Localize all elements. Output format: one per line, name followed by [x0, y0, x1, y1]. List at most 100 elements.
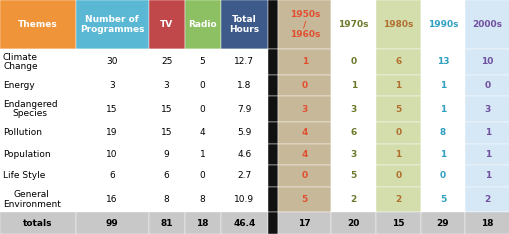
Bar: [375, 187, 420, 212]
Text: 18: 18: [480, 219, 493, 228]
Text: 3: 3: [484, 105, 490, 114]
Bar: [277, 187, 331, 212]
Text: 2: 2: [484, 195, 490, 204]
Bar: [331, 96, 375, 122]
Bar: [277, 212, 331, 234]
Bar: [184, 0, 220, 49]
Bar: [464, 143, 509, 165]
Bar: [375, 49, 420, 75]
Text: 20: 20: [347, 219, 359, 228]
Bar: [420, 96, 464, 122]
Text: 1: 1: [394, 150, 401, 159]
Bar: [267, 187, 277, 212]
Text: 18: 18: [196, 219, 209, 228]
Bar: [464, 122, 509, 143]
Text: 9: 9: [163, 150, 169, 159]
Bar: [277, 75, 331, 96]
Text: 1: 1: [200, 150, 205, 159]
Bar: [331, 165, 375, 187]
Text: 4: 4: [301, 128, 307, 137]
Text: 99: 99: [105, 219, 118, 228]
Bar: [277, 49, 331, 75]
Bar: [220, 212, 267, 234]
Bar: [267, 96, 277, 122]
Text: 3: 3: [163, 81, 169, 90]
Bar: [375, 75, 420, 96]
Text: Pollution: Pollution: [3, 128, 42, 137]
Bar: [464, 212, 509, 234]
Text: 2: 2: [350, 195, 356, 204]
Bar: [375, 122, 420, 143]
Text: Number of
Programmes: Number of Programmes: [79, 15, 144, 34]
Bar: [0, 0, 75, 49]
Bar: [331, 75, 375, 96]
Bar: [184, 96, 220, 122]
Bar: [0, 122, 75, 143]
Text: 1: 1: [301, 57, 307, 66]
Text: Energy: Energy: [3, 81, 35, 90]
Text: 8: 8: [439, 128, 445, 137]
Bar: [75, 122, 148, 143]
Bar: [148, 96, 184, 122]
Bar: [0, 165, 75, 187]
Bar: [420, 212, 464, 234]
Text: 16: 16: [106, 195, 118, 204]
Bar: [75, 49, 148, 75]
Text: 1980s: 1980s: [382, 20, 413, 29]
Text: 0: 0: [301, 81, 307, 90]
Bar: [277, 122, 331, 143]
Text: 1970s: 1970s: [338, 20, 369, 29]
Text: 1: 1: [484, 128, 490, 137]
Bar: [464, 75, 509, 96]
Bar: [75, 212, 148, 234]
Bar: [464, 187, 509, 212]
Text: 3: 3: [109, 81, 115, 90]
Bar: [420, 187, 464, 212]
Bar: [420, 122, 464, 143]
Text: 4: 4: [301, 150, 307, 159]
Bar: [220, 96, 267, 122]
Bar: [220, 75, 267, 96]
Text: 10: 10: [106, 150, 118, 159]
Bar: [267, 49, 277, 75]
Text: 5: 5: [350, 172, 356, 180]
Text: Total
Hours: Total Hours: [229, 15, 259, 34]
Text: General
Environment: General Environment: [3, 190, 61, 209]
Text: 25: 25: [160, 57, 172, 66]
Bar: [220, 143, 267, 165]
Bar: [0, 187, 75, 212]
Bar: [420, 0, 464, 49]
Text: 13: 13: [436, 57, 448, 66]
Text: 0: 0: [200, 172, 205, 180]
Bar: [184, 187, 220, 212]
Bar: [267, 0, 277, 49]
Bar: [267, 212, 277, 234]
Text: 1950s
/
1960s: 1950s / 1960s: [289, 10, 319, 39]
Text: 1990s: 1990s: [427, 20, 458, 29]
Bar: [0, 49, 75, 75]
Text: Radio: Radio: [188, 20, 216, 29]
Text: 19: 19: [106, 128, 118, 137]
Bar: [420, 165, 464, 187]
Bar: [277, 165, 331, 187]
Text: 15: 15: [106, 105, 118, 114]
Text: 15: 15: [160, 105, 172, 114]
Bar: [148, 187, 184, 212]
Bar: [184, 75, 220, 96]
Bar: [267, 143, 277, 165]
Bar: [0, 212, 75, 234]
Bar: [0, 143, 75, 165]
Text: 2: 2: [394, 195, 401, 204]
Text: 1: 1: [484, 150, 490, 159]
Bar: [331, 212, 375, 234]
Text: 7.9: 7.9: [237, 105, 251, 114]
Text: 5: 5: [200, 57, 205, 66]
Bar: [267, 75, 277, 96]
Text: 3: 3: [350, 105, 356, 114]
Text: 3: 3: [350, 150, 356, 159]
Text: Climate
Change: Climate Change: [3, 53, 38, 71]
Bar: [331, 49, 375, 75]
Text: 10.9: 10.9: [234, 195, 254, 204]
Text: 3: 3: [301, 105, 307, 114]
Bar: [75, 165, 148, 187]
